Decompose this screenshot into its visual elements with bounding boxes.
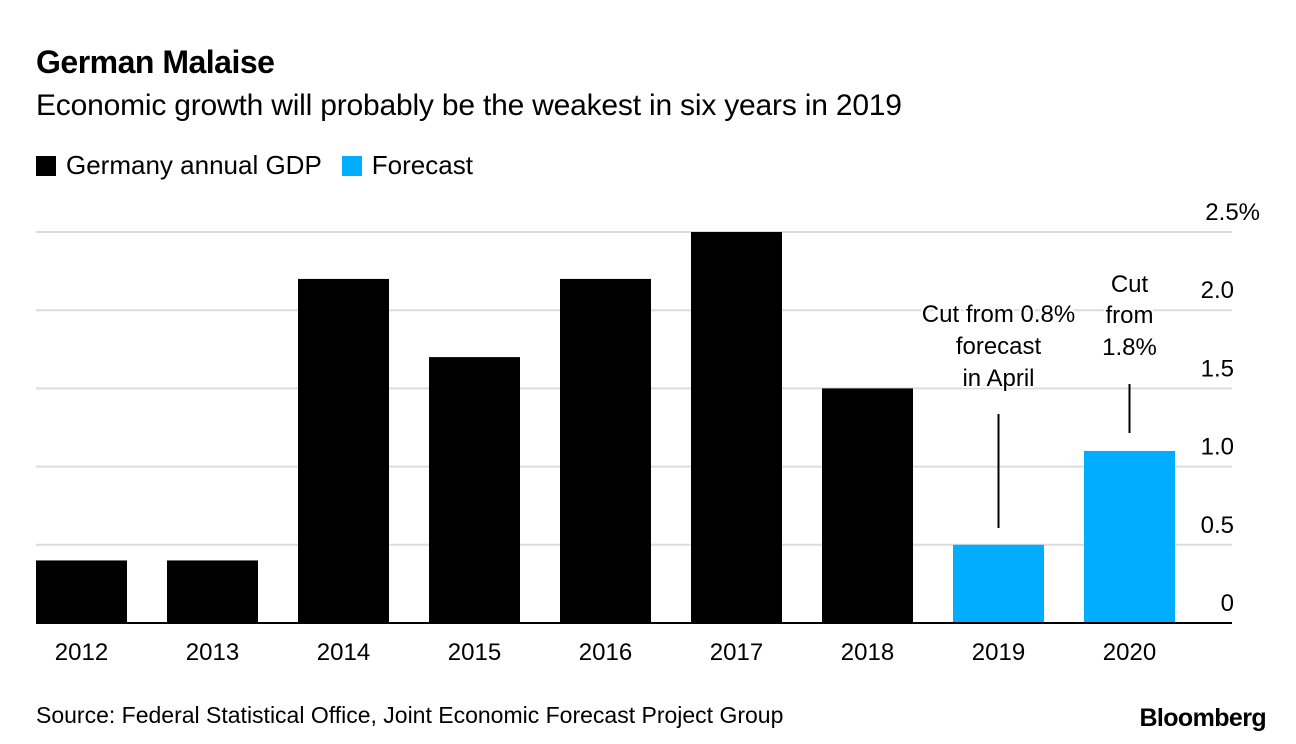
- annotation-text-2019: forecast: [956, 333, 1042, 360]
- bar-2017: [691, 232, 782, 623]
- bloomberg-logo: Bloomberg: [1139, 704, 1266, 732]
- bar-2015: [429, 357, 520, 623]
- legend-item-forecast: Forecast: [341, 150, 473, 181]
- x-tick-label: 2012: [55, 639, 108, 666]
- annotation-text-2019: Cut from 0.8%: [922, 301, 1075, 328]
- x-tick-label: 2019: [972, 639, 1025, 666]
- chart-subtitle: Economic growth will probably be the wea…: [36, 89, 902, 122]
- legend-label-gdp: Germany annual GDP: [66, 150, 322, 180]
- bar-2019: [953, 544, 1044, 623]
- x-tick-label: 2016: [579, 639, 632, 666]
- legend-label-forecast: Forecast: [371, 150, 473, 180]
- x-tick-label: 2020: [1103, 639, 1156, 666]
- y-tick-label: 2.0: [1201, 277, 1234, 304]
- annotation-text-2020: from: [1106, 302, 1154, 329]
- x-tick-label: 2013: [186, 639, 239, 666]
- y-tick-label: 1.5: [1201, 355, 1234, 382]
- y-tick-label: 0.5: [1201, 512, 1234, 539]
- x-tick-label: 2014: [317, 639, 370, 666]
- x-tick-label: 2017: [710, 639, 763, 666]
- bar-2014: [298, 278, 389, 623]
- x-tick-label: 2015: [448, 639, 501, 666]
- annotation-text-2020: Cut: [1111, 271, 1149, 298]
- y-tick-label: 2.5%: [1205, 199, 1260, 226]
- bar-2016: [560, 278, 651, 623]
- annotation-text-2019: in April: [962, 365, 1034, 392]
- y-tick-label: 0: [1221, 590, 1234, 617]
- legend: Germany annual GDP Forecast: [36, 150, 493, 181]
- x-tick-label: 2018: [841, 639, 894, 666]
- legend-swatch-gdp: [36, 155, 56, 176]
- legend-swatch-forecast: [341, 155, 362, 176]
- source-note: Source: Federal Statistical Office, Join…: [36, 702, 784, 728]
- bar-2012: [36, 560, 127, 623]
- bar-2013: [167, 560, 258, 623]
- legend-item-gdp: Germany annual GDP: [36, 150, 322, 181]
- annotation-text-2020: 1.8%: [1102, 334, 1157, 361]
- chart-title: German Malaise: [36, 44, 275, 80]
- bar-2018: [822, 388, 913, 623]
- y-tick-label: 1.0: [1201, 434, 1234, 461]
- bar-2020: [1084, 450, 1175, 623]
